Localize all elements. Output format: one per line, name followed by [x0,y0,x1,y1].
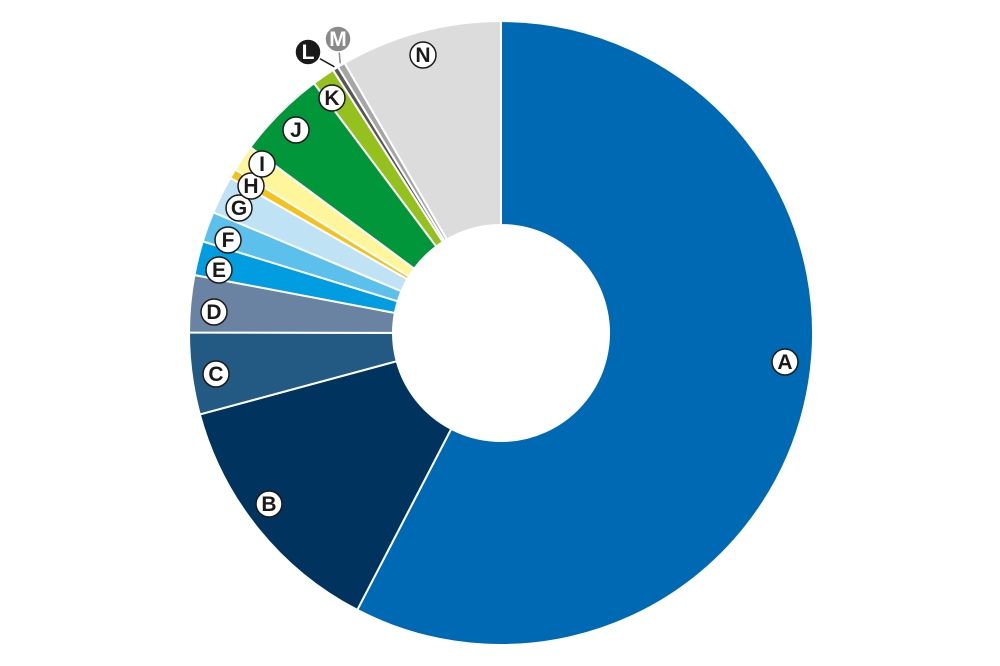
slice-label-d: D [200,298,228,326]
slice-label-text-c: C [208,363,223,386]
slice-label-badge-i [248,150,276,178]
slice-label-text-i: I [259,153,265,176]
slice-label-i: I [248,150,276,178]
slice-label-text-j: J [290,119,302,142]
slice-label-a: A [771,348,799,376]
slice-label-badge-l [294,38,322,66]
slice-label-badge-a [771,348,799,376]
slice-label-badge-k [318,84,346,112]
slice-label-badge-c [202,360,230,388]
slice-a [355,19,814,646]
slice-label-text-a: A [777,351,792,374]
slices-group [187,19,814,646]
slice-label-text-l: L [302,41,315,64]
slice-label-text-d: D [206,301,221,324]
slice-label-badge-e [205,256,233,284]
slice-label-badge-m [324,25,352,53]
slice-label-text-g: G [231,197,247,220]
slice-label-badge-g [225,194,253,222]
slice-label-text-n: N [415,44,430,67]
slice-label-badge-f [214,226,242,254]
slice-label-h: H [237,172,265,200]
slice-label-l: L [294,38,322,66]
slice-label-text-k: K [324,87,339,110]
slice-label-text-m: M [329,28,347,51]
slice-label-badge-h [237,172,265,200]
slice-label-n: N [409,41,437,69]
slice-b [198,359,453,612]
slice-label-text-b: B [261,493,276,516]
slice-label-m: M [324,25,352,53]
slice-label-text-e: E [212,259,226,282]
slice-label-badge-j [282,116,310,144]
slice-label-badge-n [409,41,437,69]
slice-label-badge-d [200,298,228,326]
slice-label-b: B [255,490,283,518]
slice-label-badge-b [255,490,283,518]
slice-label-c: C [202,360,230,388]
slice-label-e: E [205,256,233,284]
slice-label-j: J [282,116,310,144]
slice-label-g: G [225,194,253,222]
slice-label-text-f: F [222,229,235,252]
slice-label-f: F [214,226,242,254]
slice-label-k: K [318,84,346,112]
slice-n [343,19,502,241]
slice-label-text-h: H [243,175,258,198]
